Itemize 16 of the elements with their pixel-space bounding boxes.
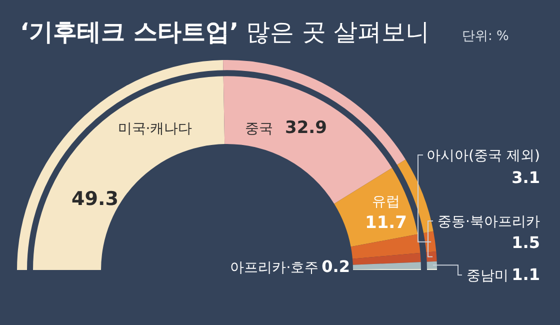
slice-label: 중국 xyxy=(245,121,273,137)
data-label: 3.1 xyxy=(512,168,540,187)
data-label: 1.5 xyxy=(512,233,540,252)
chart-title: ‘기후테크 스타트업’ 많은 곳 살펴보니 xyxy=(20,18,430,46)
data-label: 0.2 xyxy=(322,257,350,276)
slice-label: 아시아(중국 제외) xyxy=(426,148,540,164)
slice-label: 아프리카·호주 xyxy=(230,260,319,276)
data-label: 1.1 xyxy=(512,265,540,284)
slice-label: 유럽 xyxy=(372,194,400,210)
chart-subtitle: 단위: % xyxy=(462,29,509,44)
slice-label: 중동·북아프리카 xyxy=(438,214,540,230)
slice-label: 미국·캐나다 xyxy=(118,121,192,137)
slice-label: 중남미 xyxy=(466,268,509,284)
data-label: 49.3 xyxy=(72,188,118,210)
data-label: 32.9 xyxy=(285,118,327,138)
data-label: 11.7 xyxy=(365,213,407,233)
